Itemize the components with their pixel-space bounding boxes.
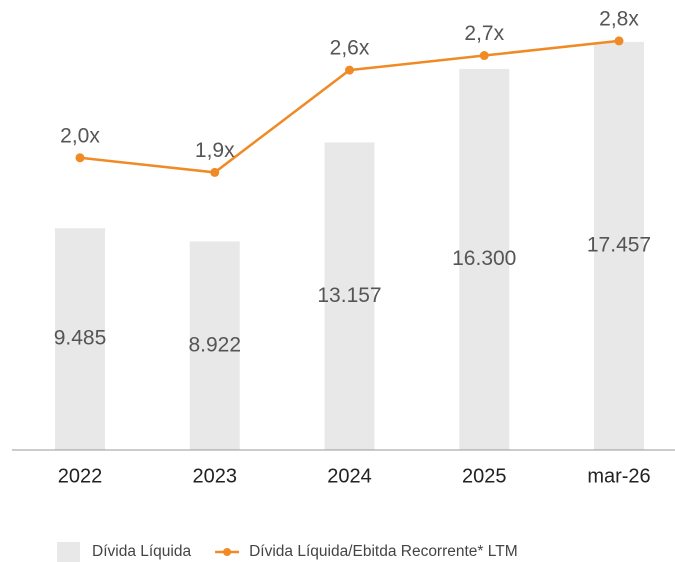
line-value-label: 2,6x bbox=[330, 37, 370, 60]
bar-value-label: 17.457 bbox=[587, 234, 651, 257]
bar bbox=[594, 41, 644, 451]
legend-swatch-dot bbox=[223, 548, 232, 556]
line-value-label: 2,7x bbox=[464, 22, 504, 45]
bar-value-label: 9.485 bbox=[54, 327, 107, 350]
line-point bbox=[479, 51, 489, 61]
bar bbox=[459, 68, 510, 451]
bar bbox=[189, 241, 240, 450]
line-point bbox=[614, 36, 624, 46]
bar-value-label: 16.300 bbox=[452, 247, 516, 270]
line-value-label: 2,8x bbox=[599, 7, 639, 30]
line-value-label: 2,0x bbox=[60, 124, 100, 147]
line-point bbox=[345, 65, 354, 75]
legend-label: Dívida Líquida bbox=[92, 543, 191, 560]
bar bbox=[324, 142, 375, 450]
legend-label: Dívida Líquida/Ebitda Recorrente* LTM bbox=[249, 543, 518, 560]
bar bbox=[55, 228, 105, 450]
x-tick-label: 2025 bbox=[462, 465, 507, 487]
line-point bbox=[75, 153, 85, 163]
x-tick-label: 2022 bbox=[58, 465, 103, 487]
x-tick-label: mar-26 bbox=[587, 465, 650, 487]
line-point bbox=[210, 167, 220, 177]
x-tick-label: 2024 bbox=[327, 465, 372, 487]
line-value-label: 1,9x bbox=[195, 139, 235, 162]
x-tick-label: 2023 bbox=[193, 465, 238, 487]
legend-swatch bbox=[57, 542, 80, 562]
bar-value-label: 13.157 bbox=[317, 284, 381, 307]
bar-value-label: 8.922 bbox=[188, 333, 241, 356]
